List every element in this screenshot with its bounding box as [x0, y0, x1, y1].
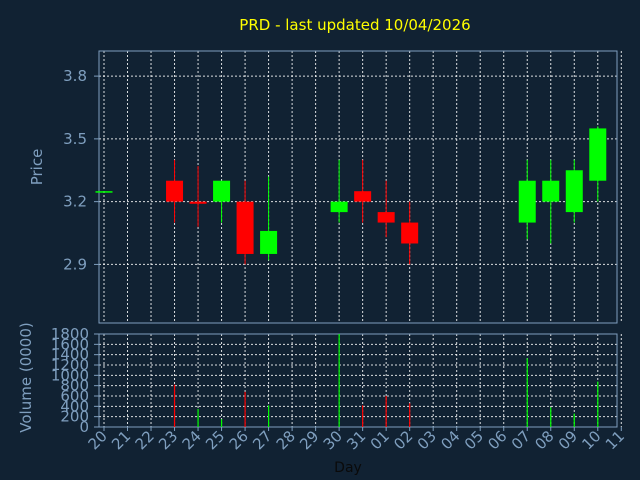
candle-07 [518, 159, 536, 240]
volume-tick-label: 600 [60, 387, 89, 405]
candle-09 [565, 159, 583, 223]
candle-31 [354, 159, 372, 223]
x-tick-label: 11 [602, 427, 628, 453]
x-tick-label: 05 [461, 427, 487, 453]
x-tick-label: 04 [437, 427, 463, 453]
volume-frame [98, 333, 618, 428]
volume-tick-label: 1400 [51, 346, 89, 364]
price-tick-label: 3.8 [63, 67, 87, 85]
candle-body [330, 201, 348, 213]
x-tick-label: 21 [108, 427, 134, 453]
candle-body [589, 128, 607, 181]
candle-body [213, 180, 231, 202]
x-tick-label: 26 [226, 427, 252, 453]
candle-body [401, 222, 419, 244]
x-tick-label: 02 [390, 427, 416, 453]
x-tick-label: 24 [179, 427, 205, 453]
candle-02 [401, 201, 419, 265]
candle-body [565, 170, 583, 213]
candle-body [542, 180, 560, 202]
volume-tick-label: 1200 [51, 356, 89, 374]
x-tick-label: 22 [132, 427, 158, 453]
x-tick-label: 07 [508, 427, 534, 453]
volume-tick-label: 1000 [51, 366, 89, 384]
candle-24 [189, 166, 207, 227]
x-tick-label: 31 [343, 427, 369, 453]
candle-body [260, 230, 278, 254]
candle-10 [589, 126, 607, 202]
candle-08 [542, 159, 560, 244]
candle-20 [95, 191, 113, 193]
volume-tick-label: 800 [60, 377, 89, 395]
x-tick-label: 09 [555, 427, 581, 453]
x-tick-label: 29 [296, 427, 322, 453]
x-tick-label: 10 [578, 427, 604, 453]
x-tick-label: 25 [202, 427, 228, 453]
x-tick-label: 08 [531, 427, 557, 453]
price-tick-label: 2.9 [63, 255, 87, 273]
price-frame [98, 50, 618, 324]
volume-tick-label: 1600 [51, 335, 89, 353]
candle-body [354, 191, 372, 202]
candle-body [518, 180, 536, 223]
x-tick-label: 23 [155, 427, 181, 453]
candle-body [189, 201, 207, 204]
candle-body [236, 201, 254, 254]
x-axis: 2021222324252627282930310102030405060708… [85, 427, 628, 476]
candle-01 [377, 180, 395, 238]
x-axis-label: Day [334, 460, 362, 476]
chart-title: PRD - last updated 10/04/2026 [239, 16, 470, 34]
candle-25 [213, 180, 231, 223]
x-tick-label: 30 [320, 427, 346, 453]
price-axis-label: Price [28, 149, 46, 186]
volume-axis-label: Volume (0000) [17, 322, 35, 432]
candle-body [166, 180, 184, 202]
candle-body [95, 191, 113, 193]
candle-26 [236, 180, 254, 265]
candle-23 [166, 159, 184, 223]
candle-body [377, 212, 395, 223]
x-tick-label: 06 [484, 427, 510, 453]
volume-tick-label: 200 [60, 408, 89, 426]
price-tick-label: 3.5 [63, 130, 87, 148]
volume-tick-label: 1800 [51, 325, 89, 343]
price-panel: 2.9 3.2 3.5 3.8 Price [28, 50, 622, 324]
candle-27 [260, 176, 278, 261]
x-tick-label: 28 [273, 427, 299, 453]
volume-tick-label: 400 [60, 397, 89, 415]
volume-tick-label: 0 [79, 418, 89, 436]
candle-30 [330, 159, 348, 223]
x-tick-label: 03 [414, 427, 440, 453]
price-tick-label: 3.2 [63, 193, 87, 211]
x-tick-label: 01 [367, 427, 393, 453]
x-tick-label: 27 [249, 427, 275, 453]
